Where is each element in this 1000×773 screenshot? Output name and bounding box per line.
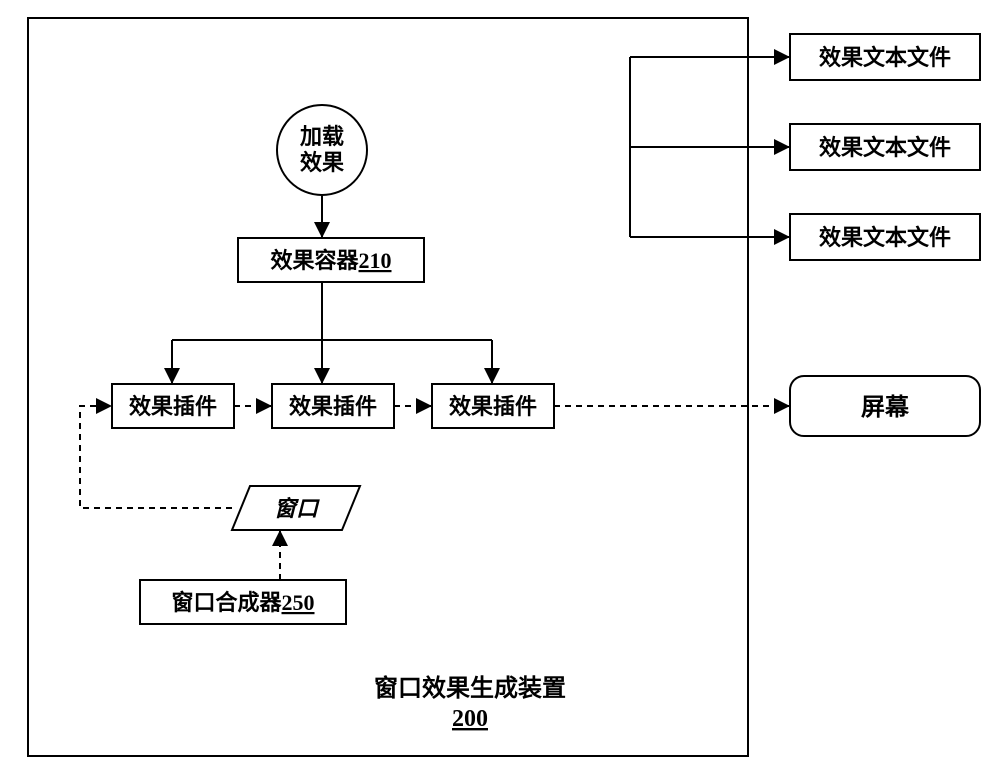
effect-plugin-label-2: 效果插件 bbox=[289, 394, 377, 419]
load-effect-label-2: 效果 bbox=[300, 150, 344, 175]
effect-plugin-label-3: 效果插件 bbox=[449, 394, 537, 419]
load-effect-label-1: 加载 bbox=[299, 124, 344, 149]
window-label: 窗口 bbox=[274, 496, 320, 521]
effect-text-file-label-2: 效果文本文件 bbox=[819, 135, 951, 160]
device-title-2: 200 bbox=[452, 706, 488, 732]
screen-label: 屏幕 bbox=[861, 394, 910, 421]
effect-container-label: 效果容器210 bbox=[270, 248, 391, 273]
window-compositor-label-text: 窗口合成器 bbox=[171, 590, 282, 615]
effect-plugin-label-1: 效果插件 bbox=[129, 394, 217, 419]
window-compositor-label-num: 250 bbox=[282, 590, 315, 615]
effect-container-label-num: 210 bbox=[359, 248, 392, 273]
window-compositor-label: 窗口合成器250 bbox=[171, 590, 314, 615]
effect-text-file-label-1: 效果文本文件 bbox=[819, 45, 951, 70]
device-title-1: 窗口效果生成装置 bbox=[374, 674, 566, 702]
effect-text-file-label-3: 效果文本文件 bbox=[819, 225, 951, 250]
effect-container-label-text: 效果容器 bbox=[270, 248, 359, 273]
